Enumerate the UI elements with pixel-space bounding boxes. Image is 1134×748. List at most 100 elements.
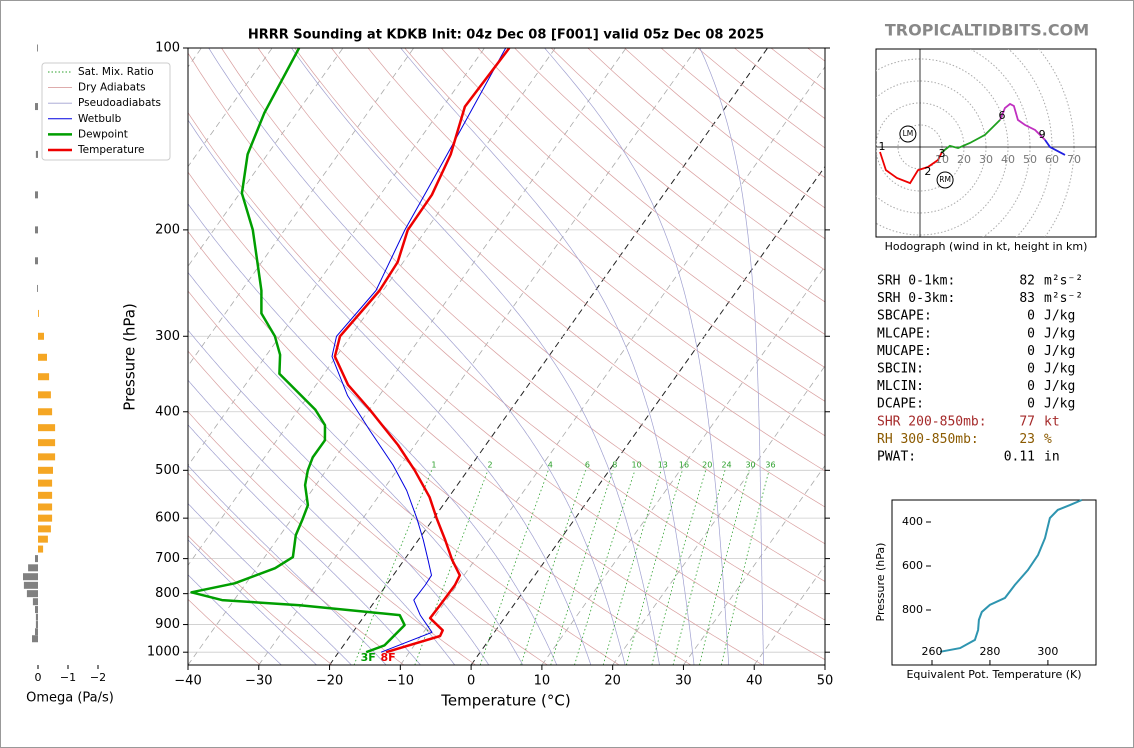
hodo-ring-label: 70 — [1067, 153, 1081, 166]
y-tick-label: 700 — [155, 551, 180, 566]
theta-e-x-tick-label: 280 — [979, 645, 1000, 658]
moist-adiabat — [188, 502, 352, 665]
dry-adiabat — [188, 290, 620, 665]
site-watermark: TROPICALTIDBITS.COM — [885, 21, 1089, 40]
stat-label: SHR 200-850mb: — [877, 414, 987, 429]
moist-adiabat — [699, 48, 764, 665]
hodo-height-label: 2 — [924, 165, 931, 178]
hodo-trace — [941, 119, 1001, 153]
moist-adiabat — [544, 48, 730, 665]
hodo-ring-label: 60 — [1045, 153, 1059, 166]
omega-bar — [26, 590, 38, 598]
dry-adiabat — [367, 48, 825, 437]
stat-value: 0 — [1027, 344, 1035, 359]
mixing-ratio-line — [550, 470, 614, 665]
profile-line — [333, 48, 511, 654]
isotherm — [188, 48, 627, 665]
y-tick-label: 800 — [155, 586, 180, 601]
mixing-ratio-line — [721, 470, 770, 665]
stat-label: MLCIN: — [877, 379, 924, 394]
hodo-height-label: 9 — [1039, 128, 1046, 141]
theta-e-x-tick-label: 260 — [921, 645, 942, 658]
mixing-ratio-label: 2 — [487, 461, 492, 470]
stat-unit: J/kg — [1044, 362, 1075, 377]
omega-bar — [38, 479, 53, 487]
hodo-trace — [879, 151, 943, 185]
moist-adiabat — [188, 464, 387, 665]
y-tick-label: 100 — [155, 41, 180, 56]
stat-unit: J/kg — [1044, 344, 1075, 359]
hodo-ring-label: 10 — [935, 153, 949, 166]
stat-label: RH 300-850mb: — [877, 432, 979, 447]
x-tick-label: 30 — [675, 674, 692, 689]
theta-e-x-label: Equivalent Pot. Temperature (K) — [906, 668, 1081, 681]
legend-label: Pseudoadiabats — [78, 97, 161, 109]
theta-e-line — [939, 499, 1083, 653]
omega-bar — [23, 573, 38, 581]
x-tick-label: 20 — [604, 674, 621, 689]
stat-label: SBCIN: — [877, 362, 924, 377]
moist-adiabat — [188, 329, 490, 665]
omega-bar — [35, 621, 38, 629]
legend-label: Wetbulb — [78, 113, 122, 125]
isotherm — [329, 48, 769, 665]
stat-label: SRH 0-3km: — [877, 291, 955, 306]
x-tick-label: 0 — [467, 674, 475, 689]
stat-value: 0 — [1027, 379, 1035, 394]
theta-e-x-tick-label: 300 — [1037, 645, 1058, 658]
y-axis-label: Pressure (hPa) — [121, 303, 139, 411]
x-tick-label: −30 — [245, 674, 272, 689]
legend-label: Dry Adiabats — [78, 82, 146, 94]
legend-label: Temperature — [77, 144, 145, 156]
dry-adiabat — [294, 48, 825, 508]
legend-box — [41, 62, 171, 161]
theta-e-y-tick-label: 600 — [902, 559, 923, 572]
omega-bar — [32, 635, 38, 643]
x-tick-label: −10 — [387, 674, 414, 689]
mixing-ratio-label: 10 — [632, 461, 642, 470]
stat-label: MUCAPE: — [877, 344, 932, 359]
omega-bar — [35, 191, 38, 199]
moist-adiabat — [188, 539, 317, 665]
mixing-ratio-label: 6 — [585, 461, 590, 470]
dry-adiabat — [441, 48, 825, 368]
omega-bar — [38, 535, 48, 543]
y-tick-label: 900 — [155, 617, 180, 632]
mixing-ratio-line — [414, 470, 489, 665]
omega-bar — [38, 466, 53, 474]
mixing-ratio-label: 24 — [721, 461, 731, 470]
omega-bar — [35, 555, 38, 563]
stat-unit: % — [1044, 432, 1052, 447]
moist-adiabat — [188, 424, 421, 665]
profile-line — [190, 48, 406, 654]
omega-bar — [38, 503, 53, 511]
stat-value: 0 — [1027, 326, 1035, 341]
y-tick-label: 400 — [155, 404, 180, 419]
omega-bar — [35, 103, 38, 111]
hodo-ring-label: 20 — [957, 153, 971, 166]
hodograph-area — [876, 49, 1096, 237]
stat-value: 0.11 — [1004, 450, 1035, 465]
stat-unit: J/kg — [1044, 309, 1075, 324]
hodo-height-label: 1 — [878, 140, 885, 153]
legend-label: Sat. Mix. Ratio — [78, 66, 154, 78]
isotherm — [188, 48, 273, 168]
x-tick-label: −40 — [174, 674, 201, 689]
omega-bar — [38, 439, 56, 447]
mixing-ratio-label: 4 — [548, 461, 553, 470]
stat-value: 0 — [1027, 397, 1035, 412]
isotherm — [188, 48, 415, 367]
moist-adiabat — [188, 574, 282, 665]
stat-value: 23 — [1019, 432, 1035, 447]
hodograph-caption: Hodograph (wind in kt, height in km) — [885, 240, 1088, 253]
omega-bar — [38, 373, 50, 381]
omega-tick-label: −2 — [90, 671, 106, 684]
hodo-trace — [999, 102, 1046, 141]
stat-unit: J/kg — [1044, 326, 1075, 341]
dry-adiabat — [188, 598, 261, 665]
omega-bar — [35, 613, 38, 621]
x-tick-label: 10 — [534, 674, 551, 689]
surface-label: 8F — [380, 651, 395, 664]
stat-label: SBCAPE: — [877, 309, 932, 324]
